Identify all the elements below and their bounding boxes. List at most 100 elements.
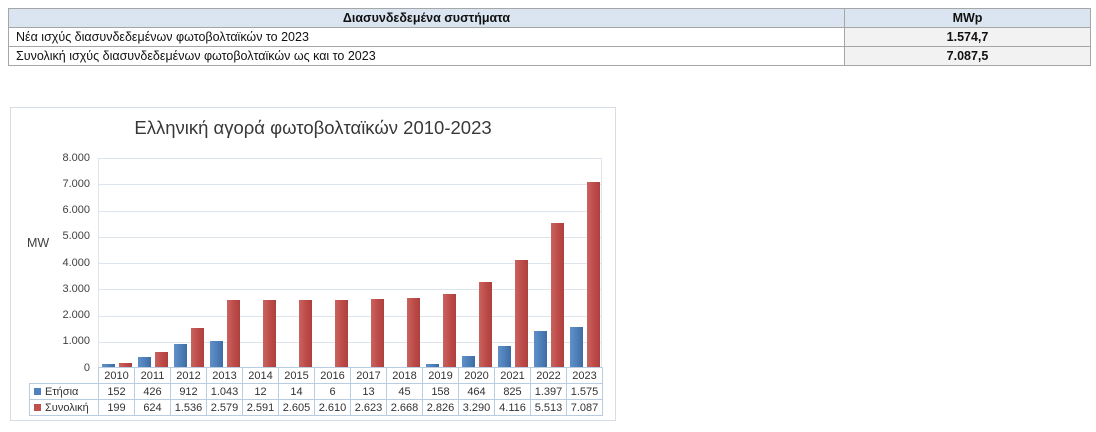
bar-group-2015: [279, 158, 315, 368]
y-axis-label: MW: [27, 236, 50, 250]
bar-group-2010: [99, 158, 135, 368]
x-tick-label: 2017: [350, 367, 387, 384]
y-tick-label: 5.000: [62, 230, 90, 243]
data-table-value: 464: [458, 383, 495, 400]
bar-Συνολική-2020: [479, 281, 492, 368]
data-table-years-row: 2010 2011 2012 2013 2014 2015 2016 2017 2018 2019…: [30, 367, 603, 384]
data-table-value: 912: [170, 383, 207, 400]
y-tick-label: 0: [83, 361, 90, 374]
bar-Ετήσια-2021: [498, 346, 511, 368]
data-table-series-row-Συνολική: Συνολική 199 624 1.536 2.579 2.591 2.605 2.610 2…: [29, 399, 603, 416]
data-table-value: 2.610: [314, 399, 351, 416]
bar-Συνολική-2014: [263, 300, 276, 368]
summary-table: Διασυνδεδεμένα συστήματα MWp Νέα ισχύς δ…: [8, 8, 1091, 66]
bar-group-2019: [423, 158, 459, 368]
bar-Ετήσια-2013: [210, 340, 223, 368]
summary-row-total-capacity-label: Συνολική ισχύς διασυνδεδεμένων φωτοβολτα…: [8, 46, 845, 66]
x-tick-label: 2015: [278, 367, 315, 384]
bar-Ετήσια-2023: [570, 326, 583, 368]
chart: Ελληνική αγορά φωτοβολταϊκών 2010-2023 M…: [10, 107, 616, 421]
data-table-value: 152: [98, 383, 135, 400]
bar-group-2020: [459, 158, 495, 368]
y-tick-label: 1.000: [62, 335, 90, 348]
data-table-value: 5.513: [530, 399, 567, 416]
gridline: [99, 236, 601, 238]
data-table-value: 1.536: [170, 399, 207, 416]
y-tick-label: 3.000: [62, 282, 90, 295]
gridline: [99, 184, 601, 186]
x-tick-label: 2019: [422, 367, 459, 384]
data-table-value: 7.087: [566, 399, 603, 416]
bar-group-2017: [351, 158, 387, 368]
bar-Συνολική-2015: [299, 299, 312, 368]
data-table-value: 2.668: [386, 399, 423, 416]
gridline: [99, 341, 601, 343]
x-tick-label: 2014: [242, 367, 279, 384]
gridline: [99, 210, 601, 212]
data-table-value: 3.290: [458, 399, 495, 416]
bar-Ετήσια-2011: [138, 356, 151, 368]
bar-group-2022: [531, 158, 567, 368]
bar-group-2013: [207, 158, 243, 368]
y-tick-label: 8.000: [62, 151, 90, 164]
bar-Συνολική-2010: [119, 362, 132, 368]
bar-Συνολική-2023: [587, 181, 600, 368]
plot-area: [98, 158, 602, 368]
bar-group-2016: [315, 158, 351, 368]
legend-item-Συνολική: Συνολική: [29, 399, 99, 416]
y-tick-label: 2.000: [62, 309, 90, 321]
data-table-value: 1.397: [530, 383, 567, 400]
bar-Συνολική-2022: [551, 223, 564, 368]
data-table-value: 2.623: [350, 399, 387, 416]
summary-row-total-capacity-value: 7.087,5: [844, 46, 1091, 66]
bar-Ετήσια-2012: [174, 344, 187, 368]
x-tick-label: 2022: [530, 367, 567, 384]
table-row: Νέα ισχύς διασυνδεδεμένων φωτοβολταϊκών …: [8, 27, 1091, 47]
legend-swatch-icon: [34, 404, 41, 412]
bar-Συνολική-2017: [371, 299, 384, 368]
x-tick-label: 2018: [386, 367, 423, 384]
bar-Ετήσια-2020: [462, 355, 475, 368]
data-table-value: 6: [314, 383, 351, 400]
data-table-value: 825: [494, 383, 531, 400]
gridline: [99, 289, 601, 291]
x-tick-label: 2021: [494, 367, 531, 384]
legend-label: Συνολική: [45, 401, 89, 414]
bar-group-2018: [387, 158, 423, 368]
data-table-value: 2.579: [206, 399, 243, 416]
bar-group-2023: [567, 158, 603, 368]
summary-row-new-capacity-value: 1.574,7: [844, 27, 1091, 47]
legend-swatch-icon: [34, 388, 41, 396]
legend-label: Ετήσια: [45, 385, 79, 398]
bar-group-2012: [171, 158, 207, 368]
bar-Ετήσια-2010: [102, 364, 115, 368]
summary-row-new-capacity-label: Νέα ισχύς διασυνδεδεμένων φωτοβολταϊκών …: [8, 27, 845, 47]
bar-Συνολική-2018: [407, 297, 420, 368]
gridline: [99, 263, 601, 264]
summary-header-row: Διασυνδεδεμένα συστήματα MWp: [8, 8, 1091, 28]
data-table-value: 158: [422, 383, 459, 400]
legend-item-Ετήσια: Ετήσια: [29, 383, 99, 400]
data-table-value: 1.575: [566, 383, 603, 400]
data-table-value: 2.826: [422, 399, 459, 416]
summary-header-systems: Διασυνδεδεμένα συστήματα: [8, 8, 845, 28]
bar-Συνολική-2019: [443, 293, 456, 368]
gridline: [99, 315, 601, 317]
data-table-value: 199: [98, 399, 135, 416]
chart-title: Ελληνική αγορά φωτοβολταϊκών 2010-2023: [134, 117, 492, 138]
bar-group-2011: [135, 158, 171, 368]
data-table-value: 13: [350, 383, 387, 400]
x-tick-label: 2016: [314, 367, 351, 384]
x-tick-label: 2020: [458, 367, 495, 384]
data-table-value: 2.605: [278, 399, 315, 416]
bar-Ετήσια-2019: [426, 363, 439, 368]
bar-Συνολική-2013: [227, 300, 240, 368]
data-table-value: 45: [386, 383, 423, 400]
gridline: [99, 158, 601, 159]
data-table-value: 624: [134, 399, 171, 416]
x-tick-label: 2013: [206, 367, 243, 384]
data-table-series-row-Ετήσια: Ετήσια 152 426 912 1.043 12 14 6 13 45 158 464 825 1.…: [29, 383, 603, 400]
bar-group-2021: [495, 158, 531, 368]
x-tick-label: 2012: [170, 367, 207, 384]
